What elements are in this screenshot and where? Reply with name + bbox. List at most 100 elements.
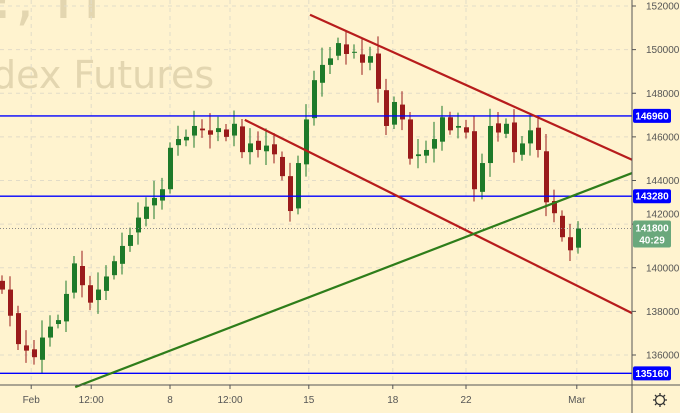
candle-body (440, 117, 445, 142)
candle (576, 221, 581, 254)
candle-body (344, 44, 349, 54)
candle (432, 121, 437, 163)
candle-body (56, 320, 61, 325)
candle (560, 210, 565, 242)
candle-body (400, 104, 405, 120)
candle-body (144, 206, 149, 219)
candle-body (368, 56, 373, 63)
candle (448, 111, 453, 135)
price-label-badge (633, 108, 671, 123)
y-tick-label: 148000 (646, 89, 680, 100)
candle (88, 275, 93, 311)
candle-body (8, 289, 13, 316)
candle-body (16, 313, 21, 345)
candle (0, 275, 5, 294)
candle (376, 36, 381, 103)
candle (528, 115, 533, 156)
candle (360, 39, 365, 75)
candle (24, 330, 29, 363)
candle-body (232, 123, 237, 136)
candle (288, 162, 293, 222)
candle-body (320, 64, 325, 83)
candle-body (264, 145, 269, 152)
candle (392, 96, 397, 130)
candle (336, 37, 341, 61)
candle-body (360, 54, 365, 63)
candle (272, 132, 277, 164)
price-label: 143280 (635, 192, 669, 203)
candle-body (480, 163, 485, 192)
candle-body (432, 139, 437, 149)
y-tick-label: 144000 (646, 176, 680, 187)
candle-body (80, 266, 85, 286)
candle (240, 118, 245, 159)
candle-body (240, 126, 245, 153)
candle-body (520, 143, 525, 155)
candle (144, 197, 149, 227)
candle-body (504, 123, 509, 134)
candle (96, 272, 101, 314)
watermark-line2: dex Futures (0, 53, 214, 97)
candle-body (296, 163, 301, 209)
candle-body (160, 189, 165, 201)
candle-body (216, 128, 221, 133)
candle (304, 104, 309, 177)
candle (176, 125, 181, 156)
candle-body (48, 326, 53, 338)
x-tick-label: 12:00 (217, 395, 242, 406)
candle-body (424, 149, 429, 156)
candle-body (456, 125, 461, 128)
y-tick-label: 152000 (646, 2, 680, 13)
candle-body (488, 125, 493, 164)
candle (440, 105, 445, 151)
candle (296, 155, 301, 215)
candle (384, 78, 389, 136)
gear-icon[interactable] (653, 393, 667, 407)
candle (536, 118, 541, 158)
candle (352, 44, 357, 59)
watermark-line1: !, H (0, 0, 101, 33)
candle-body (512, 122, 517, 153)
candle-body (312, 80, 317, 119)
last-price-label: 141800 (635, 223, 669, 234)
candle-body (96, 289, 101, 301)
candle (256, 131, 261, 158)
candle (472, 115, 477, 202)
candle (136, 202, 141, 245)
y-tick-label: 142000 (646, 209, 680, 220)
candle (200, 119, 205, 138)
candle-body (392, 101, 397, 125)
candle-body (32, 349, 37, 358)
x-tick-label: 22 (460, 395, 472, 406)
candle-body (328, 58, 333, 65)
candle (168, 142, 173, 194)
candle (368, 46, 373, 71)
candle (400, 91, 405, 131)
candle (480, 153, 485, 200)
candle-body (448, 117, 453, 131)
candle (408, 112, 413, 165)
y-tick-label: 138000 (646, 307, 680, 318)
candle-body (176, 139, 181, 146)
candle (544, 134, 549, 217)
candle-body (256, 140, 261, 150)
y-tick-label: 136000 (646, 351, 680, 362)
candle (496, 112, 501, 142)
x-tick-label: Mar (568, 395, 586, 406)
candle-body (72, 263, 77, 293)
candle (208, 113, 213, 149)
candle-body (88, 285, 93, 303)
candle (48, 315, 53, 347)
candle (16, 305, 21, 351)
candle-body (24, 345, 29, 351)
candle (160, 177, 165, 210)
candle (224, 124, 229, 142)
candle-body (64, 293, 69, 322)
candle-body (0, 280, 5, 290)
x-tick-label: 12:00 (79, 395, 104, 406)
candle (264, 128, 269, 166)
candle-body (472, 131, 477, 190)
candle-body (304, 119, 309, 165)
